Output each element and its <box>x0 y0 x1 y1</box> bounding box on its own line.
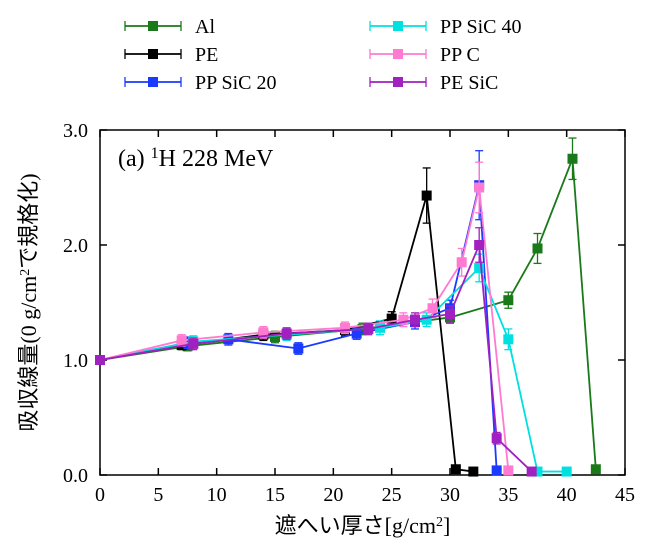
xtick-label: 40 <box>557 484 577 506</box>
legend-label: PP SiC 20 <box>195 72 277 94</box>
marker <box>492 466 501 475</box>
marker <box>446 310 455 319</box>
chart-svg: 0 5 10 15 20 25 30 35 40 45 0.0 1.0 2.0 3.0 遮へい厚さ[g/cm… <box>0 0 650 551</box>
marker <box>469 467 478 476</box>
xtick-label: 35 <box>498 484 518 506</box>
xtick-label: 5 <box>153 484 163 506</box>
legend-label: PE <box>195 44 218 66</box>
xtick-label: 20 <box>323 484 343 506</box>
marker <box>294 344 303 353</box>
xtick-label: 45 <box>615 484 635 506</box>
legend-item: PP SiC 40 <box>370 16 522 38</box>
legend-item: Al <box>125 16 215 38</box>
marker <box>189 339 198 348</box>
marker <box>149 78 158 87</box>
marker <box>394 22 403 31</box>
series-al <box>96 138 601 474</box>
marker <box>504 296 513 305</box>
series-line <box>100 185 497 470</box>
marker <box>457 258 466 267</box>
y-axis-label: 吸収線量(0 g/cm2で規格化) <box>16 173 41 431</box>
xtick-label: 0 <box>95 484 105 506</box>
marker <box>527 467 536 476</box>
marker <box>591 465 600 474</box>
marker <box>411 315 420 324</box>
marker <box>475 241 484 250</box>
marker <box>394 50 403 59</box>
marker <box>504 335 513 344</box>
marker <box>149 50 158 59</box>
marker <box>282 329 291 338</box>
marker <box>475 183 484 192</box>
ytick-label: 0.0 <box>63 465 88 487</box>
series-pe-sic <box>96 228 537 476</box>
legend-item: PE <box>125 44 218 66</box>
xtick-label: 10 <box>207 484 227 506</box>
marker <box>492 434 501 443</box>
marker <box>562 467 571 476</box>
series-line <box>100 188 508 471</box>
x-axis-label: 遮へい厚さ[g/cm2] <box>275 513 451 538</box>
marker <box>504 466 513 475</box>
legend-label: PP C <box>440 44 480 66</box>
legend-item: PP C <box>370 44 480 66</box>
xtick-label: 30 <box>440 484 460 506</box>
marker <box>568 154 577 163</box>
marker <box>177 336 186 345</box>
marker <box>364 324 373 333</box>
marker <box>533 244 542 253</box>
xtick-label: 15 <box>265 484 285 506</box>
marker <box>422 191 431 200</box>
series-line <box>100 159 596 470</box>
legend-label: PE SiC <box>440 72 498 94</box>
panel-label: (a) 1H 228 MeV <box>118 145 274 173</box>
xtick-label: 25 <box>382 484 402 506</box>
marker <box>428 304 437 313</box>
legend-item: PP SiC 20 <box>125 72 277 94</box>
marker <box>96 356 105 365</box>
marker <box>149 22 158 31</box>
ytick-label: 2.0 <box>63 235 88 257</box>
legend-label: Al <box>195 16 215 38</box>
marker <box>394 78 403 87</box>
ytick-label: 3.0 <box>63 120 88 142</box>
marker <box>451 465 460 474</box>
chart-container: 0 5 10 15 20 25 30 35 40 45 0.0 1.0 2.0 3.0 遮へい厚さ[g/cm… <box>0 0 650 551</box>
legend-item: PE SiC <box>370 72 498 94</box>
legend-label: PP SiC 40 <box>440 16 522 38</box>
series-pp-sic-20 <box>96 151 502 475</box>
ytick-label: 1.0 <box>63 350 88 372</box>
